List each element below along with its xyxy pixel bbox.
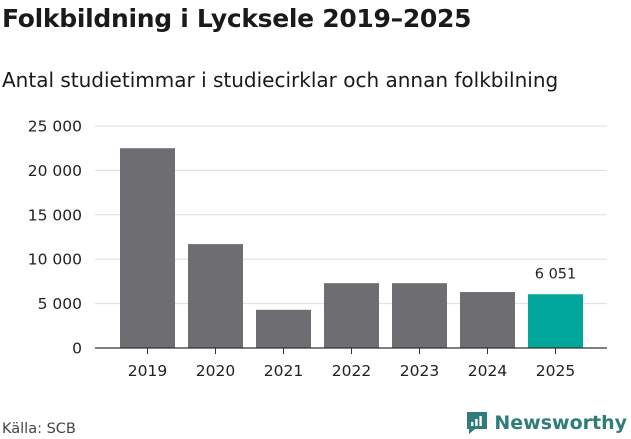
y-tick-label: 0: [72, 340, 82, 358]
bar-2023: [392, 283, 447, 348]
data-label-2025: 6 051: [535, 266, 577, 282]
y-tick-label: 5 000: [38, 295, 82, 313]
bar-2022: [324, 283, 379, 348]
chart-title: Folkbildning i Lycksele 2019–2025: [2, 4, 472, 33]
newsworthy-logo-icon: [467, 412, 488, 434]
bar-chart: 0 5 000 10 000 15 000 20 000 25 000 6 051 201…: [28, 118, 607, 380]
chart-subtitle: Antal studietimmar i studiecirklar och a…: [2, 68, 559, 92]
y-tick-label: 15 000: [28, 206, 82, 224]
bar-2021: [256, 309, 311, 348]
y-tick-label: 25 000: [28, 118, 82, 136]
bar-2019: [120, 148, 175, 348]
brand-logo[interactable]: Newsworthy: [465, 408, 627, 438]
y-tick-label: 20 000: [28, 162, 82, 180]
data-labels: 6 051: [535, 266, 577, 282]
y-axis-ticks: 0 5 000 10 000 15 000 20 000 25 000: [28, 118, 82, 358]
bar-2020: [188, 244, 243, 348]
bar-2025: [528, 294, 583, 348]
x-tick-label: 2025: [536, 362, 575, 380]
y-tick-label: 10 000: [28, 251, 82, 269]
bars: [120, 148, 583, 348]
x-tick-label: 2024: [468, 362, 507, 380]
bar-2024: [460, 292, 515, 348]
x-tick-label: 2019: [128, 362, 167, 380]
x-axis-ticks: 2019 2020 2021 2022 2023 2024 2025: [128, 348, 575, 380]
brand-name: Newsworthy: [494, 412, 627, 434]
x-tick-label: 2020: [196, 362, 235, 380]
x-tick-label: 2021: [264, 362, 303, 380]
x-tick-label: 2023: [400, 362, 439, 380]
x-tick-label: 2022: [332, 362, 371, 380]
source-note: Källa: SCB: [2, 421, 76, 437]
